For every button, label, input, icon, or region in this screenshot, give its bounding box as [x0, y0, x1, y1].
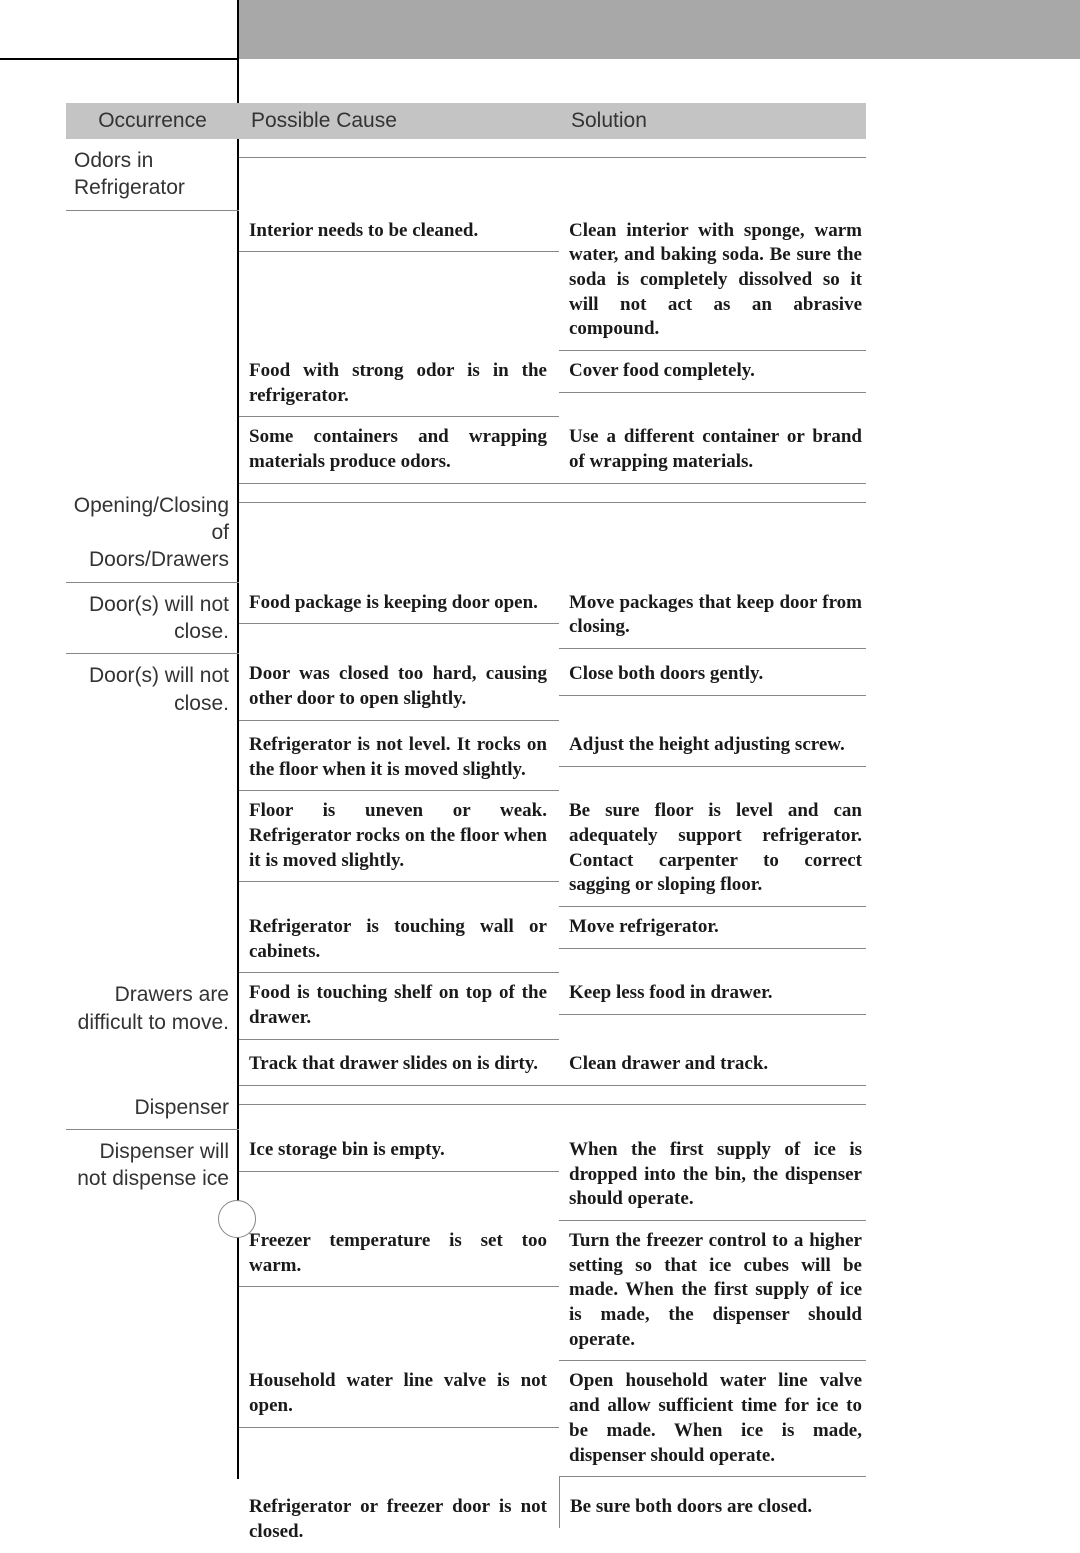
table-row: Dispenser will not dispense ice Ice stor… — [66, 1130, 866, 1221]
section-row-dispenser: Dispenser — [66, 1086, 866, 1130]
cause-text: Food with strong odor is in the refriger… — [239, 351, 559, 417]
solution-text: Turn the freezer control to a higher set… — [559, 1221, 866, 1361]
solution-text: When the first supply of ice is dropped … — [559, 1130, 866, 1221]
solution-text: Open household water line valve and allo… — [559, 1361, 866, 1477]
cause-text: Floor is uneven or weak. Refrigerator ro… — [239, 791, 559, 882]
solution-text: Be sure both doors are closed. — [559, 1477, 866, 1528]
table-row: Door(s) will not close. Food package is … — [66, 583, 866, 655]
solution-text: Use a different container or brand of wr… — [559, 417, 866, 483]
horizontal-rule — [0, 58, 237, 60]
solution-text: Move refrigerator. — [559, 907, 866, 949]
cause-text: Ice storage bin is empty. — [239, 1130, 559, 1172]
cause-text: Refrigerator or freezer door is not clos… — [239, 1477, 559, 1552]
solution-text: Move packages that keep door from closin… — [559, 583, 866, 649]
table-row: Floor is uneven or weak. Refrigerator ro… — [66, 791, 866, 907]
header-occurrence: Occurrence — [66, 103, 239, 139]
sub-occurrence: Door(s) will not close. — [66, 654, 239, 725]
solution-text: Clean drawer and track. — [559, 1044, 866, 1086]
sub-occurrence: Drawers are difficult to move. — [66, 973, 239, 1044]
table-row: Some containers and wrapping materials p… — [66, 417, 866, 483]
table-body: Odors in Refrigerator Interior needs to … — [66, 139, 866, 1553]
table-row: Track that drawer slides on is dirty. Cl… — [66, 1044, 866, 1086]
table-row: Food with strong odor is in the refriger… — [66, 351, 866, 417]
cause-text: Track that drawer slides on is dirty. — [239, 1044, 559, 1086]
table-row: Interior needs to be cleaned. Clean inte… — [66, 211, 866, 351]
section-title-doors: Opening/Closing of Doors/Drawers — [66, 484, 239, 583]
table-row: Household water line valve is not open. … — [66, 1361, 866, 1477]
table-header-row: Occurrence Possible Cause Solution — [66, 103, 866, 139]
table-row: Door(s) will not close. Door was closed … — [66, 654, 866, 725]
cause-text: Food package is keeping door open. — [239, 583, 559, 625]
solution-text: Adjust the height adjusting screw. — [559, 725, 866, 767]
section-row-doors: Opening/Closing of Doors/Drawers — [66, 484, 866, 583]
table-row: Drawers are difficult to move. Food is t… — [66, 973, 866, 1044]
solution-text: Clean interior with sponge, warm water, … — [559, 211, 866, 351]
cause-text: Door was closed too hard, causing other … — [239, 654, 559, 720]
cause-text: Freezer temperature is set too warm. — [239, 1221, 559, 1287]
cause-text: Food is touching shelf on top of the dra… — [239, 973, 559, 1039]
solution-text: Cover food completely. — [559, 351, 866, 393]
cause-text: Some containers and wrapping materials p… — [239, 417, 559, 483]
solution-text: Be sure floor is level and can adequatel… — [559, 791, 866, 907]
cause-text: Interior needs to be cleaned. — [239, 211, 559, 253]
sub-occurrence: Dispenser will not dispense ice — [66, 1130, 239, 1201]
cause-text: Refrigerator is not level. It rocks on t… — [239, 725, 559, 791]
cause-text: Refrigerator is touching wall or cabinet… — [239, 907, 559, 973]
table-row: Freezer temperature is set too warm. Tur… — [66, 1221, 866, 1361]
table-row: Refrigerator is not level. It rocks on t… — [66, 725, 866, 791]
solution-text: Keep less food in drawer. — [559, 973, 866, 1015]
header-solution: Solution — [559, 103, 866, 139]
section-row-odors: Odors in Refrigerator — [66, 139, 866, 211]
troubleshooting-table: Occurrence Possible Cause Solution Odors… — [66, 103, 866, 1553]
header-cause: Possible Cause — [239, 103, 559, 139]
table-row: Refrigerator is touching wall or cabinet… — [66, 907, 866, 973]
page-number-circle — [218, 1200, 256, 1238]
cause-text: Household water line valve is not open. — [239, 1361, 559, 1427]
section-title-dispenser: Dispenser — [66, 1086, 239, 1130]
solution-text: Close both doors gently. — [559, 654, 866, 696]
table-row: Refrigerator or freezer door is not clos… — [66, 1477, 866, 1552]
section-title-odors: Odors in Refrigerator — [66, 139, 239, 211]
top-bar — [239, 0, 1080, 59]
sub-occurrence: Door(s) will not close. — [66, 583, 239, 655]
